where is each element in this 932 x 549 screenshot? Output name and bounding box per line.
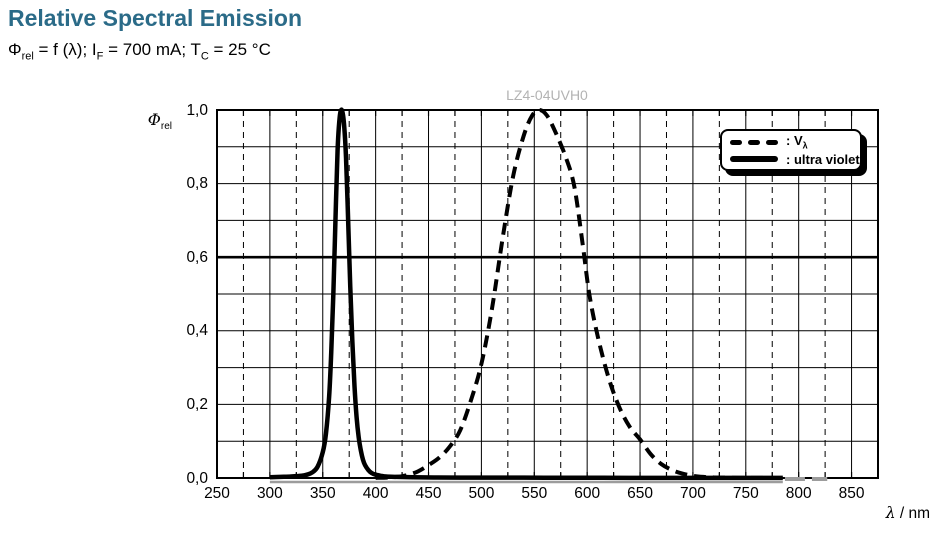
graph-series-label: LZ4-04UVH0 [506,87,588,103]
legend-item-ultraviolet: : ultra violet [730,152,860,167]
y-axis-label-phi: Φ [147,110,161,129]
legend-dashed-line-sample [730,139,778,145]
x-tick-label: 400 [362,485,389,502]
x-tick-label: 650 [627,485,653,502]
x-tick-label: 250 [204,485,230,502]
y-tick-label: 0,6 [186,248,208,266]
x-tick-label: 750 [732,485,759,502]
x-tick-label: 300 [256,485,283,502]
x-tick-label: 350 [309,485,336,502]
curve-ultraviolet [269,107,783,481]
x-tick-label: 550 [521,485,548,502]
x-axis-title-unit: / nm [895,505,930,522]
x-tick-label: 700 [679,485,706,502]
x-tick-label: 850 [838,485,865,502]
subtitle-sub-rel: rel [21,50,34,63]
legend-label-ultraviolet: : ultra violet [786,151,860,167]
subtitle-mid2: = 700 mA; T [103,40,201,59]
subtitle-sub-c: C [200,50,209,63]
x-axis-title-lambda: λ [885,504,896,522]
x-tick-label: 800 [785,485,812,502]
x-tick-label: 450 [415,485,442,502]
x-tick-label: 600 [574,485,601,502]
subtitle-sub-f: F [96,50,104,63]
x-tick-label: 500 [468,485,495,502]
subtitle-end: = 25 °C [208,40,271,59]
subtitle-phi: Φ [8,40,22,59]
y-tick-label: 0,2 [186,395,208,413]
legend-item-vlambda: : Vλ [730,133,852,151]
y-tick-label: 0,4 [186,322,208,340]
y-tick-label: 0,8 [186,175,208,193]
y-axis-label-sub: rel [160,121,172,133]
subtitle: Φrel = f (λ); IF = 700 mA; TC = 25 °C [8,40,271,62]
x-axis-title: λ / nm [800,504,930,523]
y-tick-label: 0,0 [186,469,208,487]
page-title: Relative Spectral Emission [8,5,303,31]
legend-label-vlambda: : Vλ [786,133,808,152]
y-axis-label: Φrel [130,110,172,132]
y-tick-label: 1,0 [186,101,208,119]
legend: : Vλ : ultra violet [720,129,862,171]
legend-solid-line-sample [730,156,778,163]
subtitle-mid1: = f (λ); I [33,40,97,59]
